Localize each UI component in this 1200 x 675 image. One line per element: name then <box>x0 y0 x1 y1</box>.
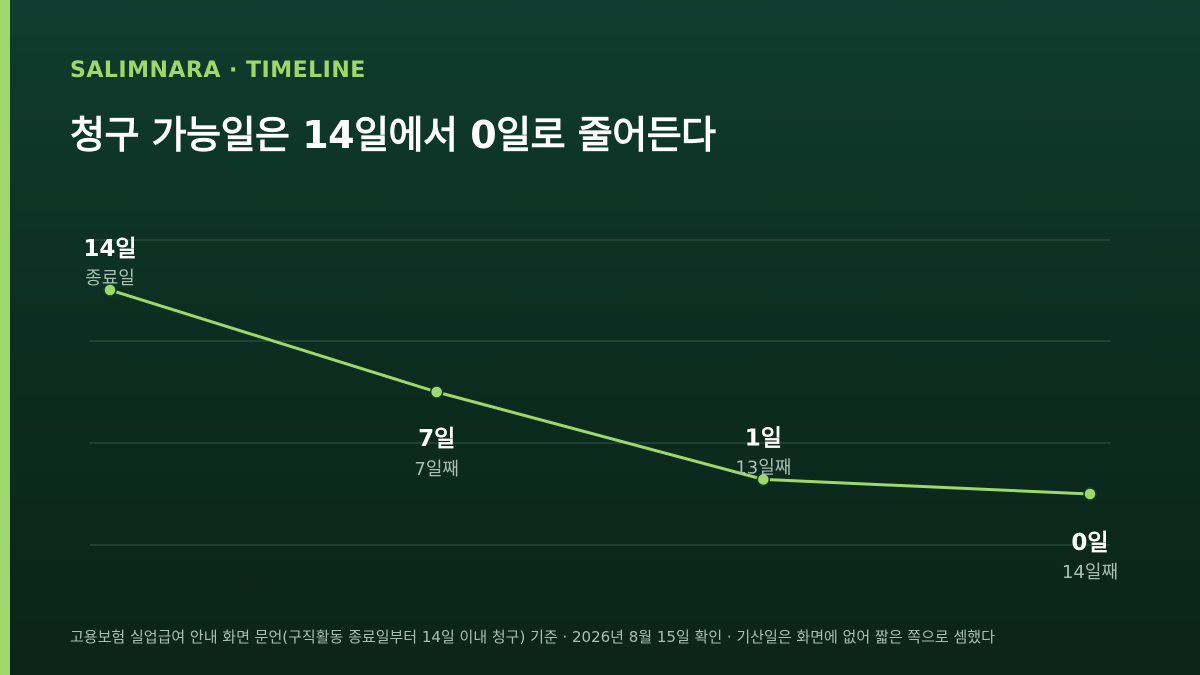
data-label-x-1: 7일째 <box>414 459 459 480</box>
data-point-0 <box>103 283 117 297</box>
gridlines <box>90 239 1110 546</box>
chart-title: 청구 가능일은 14일에서 0일로 줄어든다 <box>70 113 716 157</box>
series-line <box>109 288 1091 496</box>
data-label-x-3: 14일째 <box>1062 562 1118 583</box>
data-point-1 <box>429 385 444 399</box>
data-point-3 <box>1083 487 1097 501</box>
data-points <box>103 283 1097 501</box>
kicker: SALIMNARA · TIMELINE <box>70 58 366 83</box>
data-label-value-3: 0일 <box>1071 530 1108 556</box>
data-point-2 <box>756 472 771 487</box>
source-note: 고용보험 실업급여 안내 화면 문언(구직활동 종료일부터 14일 이내 청구)… <box>70 628 995 646</box>
accent-bar <box>0 0 10 675</box>
data-label-x-2: 13일째 <box>735 457 791 478</box>
data-label-value-1: 7일 <box>418 426 455 452</box>
data-label-value-0: 14일 <box>83 236 136 262</box>
series-line-layer <box>109 288 1091 496</box>
data-label-x-0: 종료일 <box>85 268 135 289</box>
data-label-value-2: 1일 <box>745 425 782 451</box>
